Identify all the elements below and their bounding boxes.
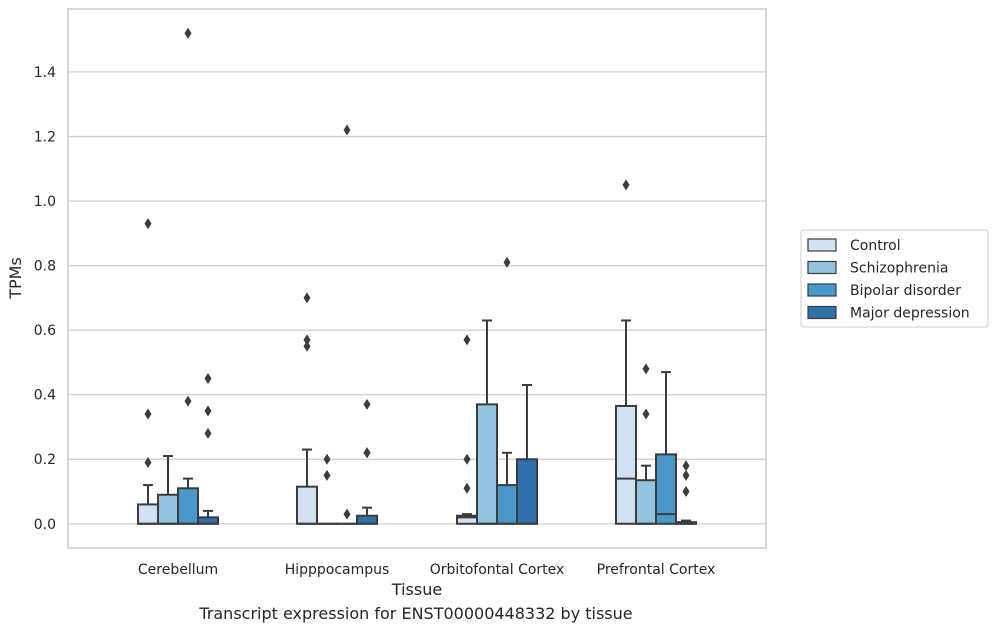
box-control bbox=[296, 448, 318, 525]
outlier-point bbox=[144, 218, 152, 230]
legend-frame bbox=[800, 229, 989, 328]
box-major-depression bbox=[516, 384, 538, 525]
outlier-point bbox=[503, 256, 511, 268]
box-body bbox=[356, 514, 378, 525]
box-bipolar-disorder bbox=[655, 371, 677, 525]
y-tick-label: 0.0 bbox=[34, 517, 56, 533]
box-schizophrenia bbox=[157, 455, 179, 525]
box-body bbox=[655, 453, 677, 525]
y-axis-label: TPMs bbox=[6, 257, 25, 300]
y-tick-label: 1.0 bbox=[34, 194, 56, 210]
box-body bbox=[296, 485, 318, 525]
x-axis-label: Tissue bbox=[391, 580, 442, 599]
legend-swatch bbox=[807, 238, 837, 252]
box-body bbox=[615, 404, 637, 525]
x-tick-label: Hipppocampus bbox=[285, 562, 390, 578]
box-body bbox=[496, 484, 518, 525]
box-bipolar-disorder bbox=[177, 477, 199, 525]
outliers-layer bbox=[144, 27, 690, 520]
outlier-point bbox=[343, 508, 351, 520]
outlier-point bbox=[363, 398, 371, 410]
outlier-point bbox=[204, 405, 212, 417]
box-body bbox=[476, 403, 498, 525]
outlier-point bbox=[343, 124, 351, 136]
y-tick-label: 0.8 bbox=[34, 259, 56, 275]
box-control bbox=[137, 484, 159, 525]
legend-swatch bbox=[807, 305, 837, 320]
x-tick-label: Orbitofontal Cortex bbox=[430, 562, 565, 578]
chart-caption: Transcript expression for ENST0000044833… bbox=[199, 604, 633, 623]
outlier-point bbox=[682, 469, 690, 481]
outlier-point bbox=[184, 395, 192, 407]
box-schizophrenia bbox=[635, 464, 657, 525]
outlier-point bbox=[144, 456, 152, 468]
legend-label: Bipolar disorder bbox=[850, 283, 961, 299]
x-tick-labels: Cerebellum Hipppocampus Orbitofontal Corte… bbox=[138, 562, 715, 578]
box-major-depression bbox=[356, 506, 378, 525]
box-body bbox=[516, 458, 538, 525]
boxes-layer bbox=[137, 319, 697, 525]
legend-label: Control bbox=[850, 238, 901, 254]
box-major-depression bbox=[675, 519, 697, 525]
outlier-point bbox=[303, 334, 311, 346]
outlier-point bbox=[682, 486, 690, 498]
outlier-point bbox=[303, 340, 311, 352]
outlier-point bbox=[622, 179, 630, 191]
y-tick-labels: 0.0 0.2 0.4 0.6 0.8 1.0 1.2 1.4 bbox=[34, 65, 56, 533]
box-body bbox=[177, 487, 199, 525]
legend: Control Schizophrenia Bipolar disorder Majo… bbox=[800, 229, 989, 328]
box-body bbox=[635, 479, 657, 525]
outlier-point bbox=[184, 27, 192, 39]
y-tick-label: 1.4 bbox=[34, 65, 56, 81]
outlier-point bbox=[463, 453, 471, 465]
outlier-point bbox=[204, 373, 212, 385]
box-schizophrenia bbox=[476, 319, 498, 525]
legend-label: Major depression bbox=[850, 306, 970, 322]
box-major-depression bbox=[197, 509, 219, 525]
box-body bbox=[137, 503, 159, 525]
y-tick-label: 0.6 bbox=[34, 323, 56, 339]
x-tick-label: Prefrontal Cortex bbox=[597, 562, 716, 578]
box-control bbox=[615, 319, 637, 525]
y-tick-label: 1.2 bbox=[34, 129, 56, 145]
plot-border bbox=[67, 8, 767, 549]
legend-swatch bbox=[807, 283, 837, 297]
outlier-point bbox=[363, 447, 371, 459]
outlier-point bbox=[303, 292, 311, 304]
y-tick-label: 0.2 bbox=[34, 452, 56, 468]
legend-swatch bbox=[807, 260, 837, 275]
box-bipolar-disorder bbox=[496, 451, 518, 525]
gridlines bbox=[68, 71, 766, 525]
outlier-point bbox=[204, 427, 212, 439]
outlier-point bbox=[642, 363, 650, 375]
outlier-point bbox=[642, 408, 650, 420]
box-body bbox=[157, 493, 179, 525]
x-tick-label: Cerebellum bbox=[138, 562, 218, 578]
outlier-point bbox=[323, 469, 331, 481]
outlier-point bbox=[144, 408, 152, 420]
outlier-point bbox=[323, 453, 331, 465]
outlier-point bbox=[682, 460, 690, 472]
outlier-point bbox=[463, 334, 471, 346]
plot-frame bbox=[67, 8, 767, 549]
outlier-point bbox=[463, 482, 471, 494]
box-control bbox=[456, 513, 478, 525]
legend-label: Schizophrenia bbox=[850, 261, 948, 277]
y-tick-label: 0.4 bbox=[34, 388, 56, 404]
